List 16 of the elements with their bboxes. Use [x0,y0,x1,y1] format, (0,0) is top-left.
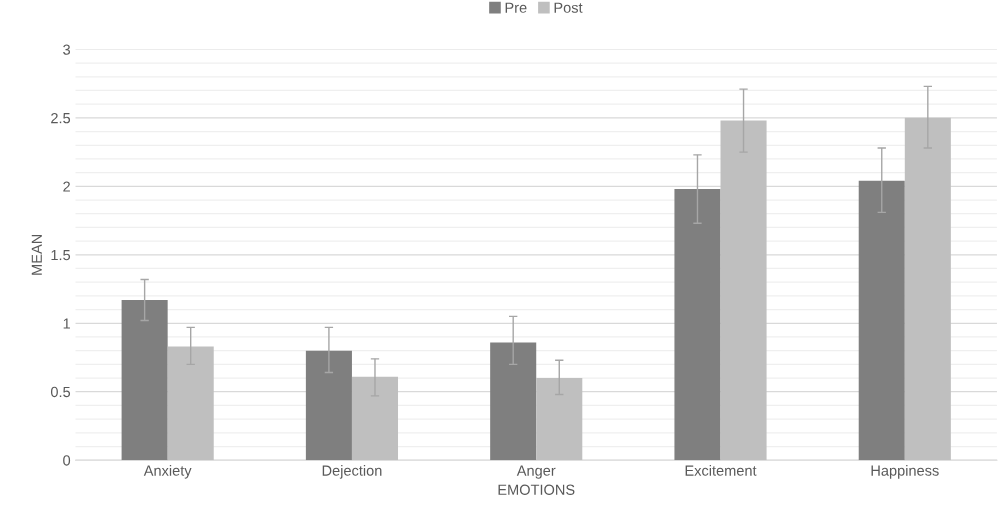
y-axis-title: MEAN [31,234,42,275]
y-tick-label: 1 [63,318,70,329]
legend-label: Post [554,2,583,13]
x-tick-label: Anger [516,465,556,479]
x-tick-label: Excitement [685,465,757,476]
y-tick-label: 0.5 [50,386,71,398]
x-axis-title: EMOTIONS [498,484,575,495]
x-tick-label: Anxiety [143,465,192,479]
y-tick-label: 3 [63,44,71,55]
y-tick-label: 2.5 [51,112,71,124]
y-tick-label: 2 [63,181,70,192]
legend-label: Pre [505,2,527,13]
x-tick-label: Happiness [871,465,939,479]
y-tick-label: 1.5 [51,250,71,261]
x-tick-label: Dejection [322,465,382,479]
y-tick-label: 0 [63,455,71,466]
